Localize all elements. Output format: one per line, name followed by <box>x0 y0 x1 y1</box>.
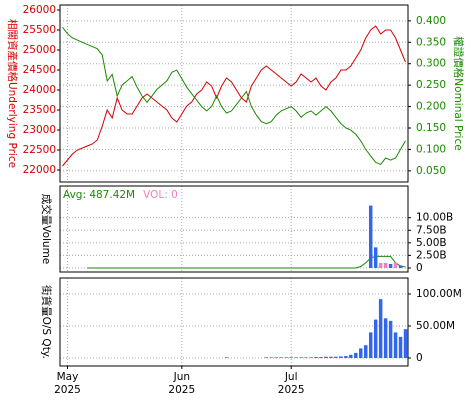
y-tick-label: 100.00M <box>416 288 462 300</box>
y2-tick-label: 0.300 <box>416 58 446 70</box>
bar <box>349 354 353 358</box>
bar <box>269 357 274 358</box>
x-tick-label: May 2025 <box>54 371 81 396</box>
bar <box>368 205 373 268</box>
panel-frame <box>59 4 409 183</box>
y-tick-label: 7.50B <box>416 224 447 236</box>
y-tick-label: 5.00B <box>416 237 447 249</box>
y2-tick-label: 0.050 <box>416 165 446 177</box>
y-tick-label: 26000 <box>23 4 56 16</box>
y2-tick-label: 0.150 <box>416 122 446 134</box>
bar <box>378 299 383 358</box>
y-tick-label: 24000 <box>23 84 56 96</box>
bar <box>398 336 403 358</box>
bar <box>324 356 328 358</box>
y-tick-label: 23500 <box>23 104 56 116</box>
bar <box>274 357 278 358</box>
bar <box>304 357 308 358</box>
y-tick-label: 10.00B <box>416 212 453 224</box>
bar <box>388 320 393 358</box>
y2-tick-label: 0.350 <box>416 36 446 48</box>
bar <box>314 357 318 358</box>
bar <box>279 357 283 358</box>
y-axis-title: 成交量Volume <box>40 194 53 265</box>
bar <box>373 247 378 268</box>
y-tick-label: 23000 <box>23 124 56 136</box>
bar <box>299 357 303 358</box>
y-tick-label: 50.00M <box>416 320 455 332</box>
x-tick-label: Jul 2025 <box>278 371 305 396</box>
bar <box>383 262 388 268</box>
y-tick-label: 24500 <box>23 64 56 76</box>
panel-frame <box>59 185 409 273</box>
bar <box>364 345 368 358</box>
y-tick-label: 0 <box>416 352 423 364</box>
bar <box>393 262 398 268</box>
bar <box>284 357 288 358</box>
bar <box>319 357 323 358</box>
y-axis-title: 街貨量O/S Qty. <box>40 285 53 359</box>
y2-tick-label: 0.200 <box>416 101 446 113</box>
bar <box>224 357 229 358</box>
y-tick-label: 0 <box>416 262 423 274</box>
y2-tick-label: 0.250 <box>416 79 446 91</box>
x-tick-label: Jun 2025 <box>168 371 195 396</box>
y-tick-label: 22000 <box>23 164 56 176</box>
bar <box>359 348 363 358</box>
legend-entry: VOL: 0 <box>143 189 178 201</box>
bar <box>329 356 333 358</box>
bar <box>378 262 383 268</box>
line-series <box>62 25 406 167</box>
bar <box>264 357 269 358</box>
y-tick-label: 2.50B <box>416 249 447 261</box>
bar <box>373 319 378 358</box>
bar <box>368 332 373 358</box>
bar <box>383 318 388 358</box>
bar <box>388 263 393 268</box>
y-tick-label: 25000 <box>23 44 56 56</box>
bar <box>334 356 338 358</box>
bar <box>403 329 408 358</box>
bar <box>354 352 358 358</box>
bar <box>289 357 293 358</box>
bar <box>309 357 313 358</box>
bar <box>398 265 403 268</box>
line-series <box>87 255 406 269</box>
y2-axis-title: 權證價格Nominal Price <box>452 36 465 150</box>
bar <box>344 356 348 358</box>
y2-tick-label: 0.100 <box>416 143 446 155</box>
legend-entry: Avg: 487.42M <box>63 189 135 201</box>
y-tick-label: 22500 <box>23 144 56 156</box>
panel-frame <box>59 277 409 367</box>
y-tick-label: 25500 <box>23 24 56 36</box>
y-axis-title: 相關資產價格Underlying Price <box>6 19 19 168</box>
y2-tick-label: 0.400 <box>416 15 446 27</box>
bar <box>393 332 398 358</box>
bar <box>339 356 343 358</box>
line-series <box>62 26 406 166</box>
bar <box>294 357 298 358</box>
